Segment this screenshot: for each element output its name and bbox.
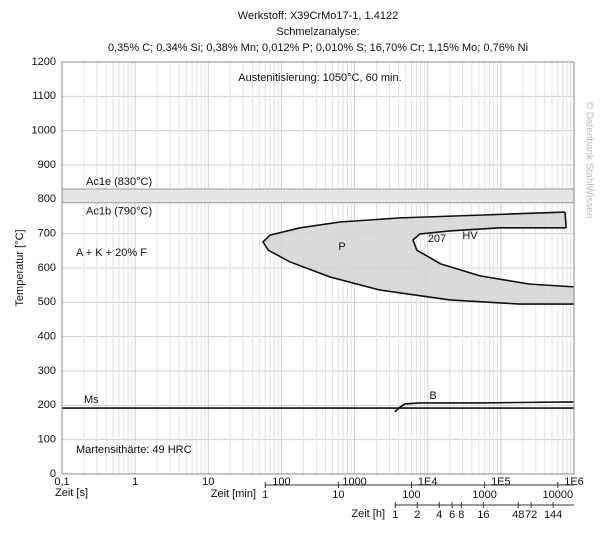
x-tick-label: 100 [402,489,420,501]
x-tick-label: 10 [332,489,344,501]
annotation: B [429,390,436,402]
transformation-area [263,212,574,305]
x-tick-label: 10 [202,476,214,488]
x-tick-label: 4 [436,509,442,521]
annotation: A + K + 20% F [76,247,147,259]
x-tick-label: 144 [544,509,562,521]
subtitle: Schmelzanalyse: [276,26,359,38]
title: Werkstoff: X39CrMo17-1, 1.4122 [238,10,398,22]
y-tick-label: 1100 [32,90,56,102]
x-tick-label: 1000 [472,489,496,501]
curve-closure [564,211,567,228]
x-tick-label: 1E5 [491,476,511,488]
x-tick-label: 1 [392,509,398,521]
ac1-band [62,189,574,203]
x-tick-label: 100 [272,476,290,488]
x-tick-label: 72 [525,509,537,521]
y-tick-label: 500 [38,296,56,308]
annotation: Austenitisierung: 1050°C, 60 min. [238,72,401,84]
x-tick-label: 0,1 [54,476,69,488]
annotation: 207 [428,233,446,245]
x-tick-label: 16 [477,509,489,521]
x-tick-label: 1 [262,489,268,501]
x-axis-label: Zeit [s] [55,487,88,499]
y-tick-label: 200 [38,399,56,411]
y-tick-label: 400 [38,331,56,343]
x-tick-label: 10000 [542,489,573,501]
x-axis-label: Zeit [min] [211,488,256,500]
ac1e-label: Ac1e (830°C) [86,176,152,188]
curve [412,227,575,288]
marks [62,188,575,413]
x-tick-label: 48 [512,509,524,521]
y-tick-label: 1200 [32,56,56,68]
y-tick-label: 300 [38,365,56,377]
y-axis-label: Temperatur [°C] [14,229,26,306]
y-tick-label: 100 [38,434,56,446]
x-axis-label: Zeit [h] [351,508,385,520]
y-tick-label: 0 [50,468,56,480]
curve [261,211,574,305]
y-tick-label: 1000 [32,125,56,137]
annotation: P [338,241,345,253]
x-tick-label: 1E6 [564,476,584,488]
y-tick-label: 700 [38,228,56,240]
x-tick-label: 8 [458,509,464,521]
subtitle: 0,35% C; 0,34% Si; 0,38% Mn; 0,012% P; 0… [108,42,528,54]
plot-frame [61,61,575,475]
x-tick-label: 6 [449,509,455,521]
x-tick-label: 1000 [342,476,366,488]
y-tick-label: 900 [38,159,56,171]
x-tick-label: 1 [132,476,138,488]
annotation: Ms [84,394,99,406]
ac1b-label: Ac1b (790°C) [86,206,152,218]
y-tick-label: 800 [38,193,56,205]
annotation: Martensithärte: 49 HRC [76,444,192,456]
x-tick-label: 1E4 [418,476,438,488]
y-tick-label: 600 [38,262,56,274]
watermark: © Datenbank StahlWissen [583,102,594,219]
annotation: HV [462,230,478,242]
x-tick-label: 2 [414,509,420,521]
